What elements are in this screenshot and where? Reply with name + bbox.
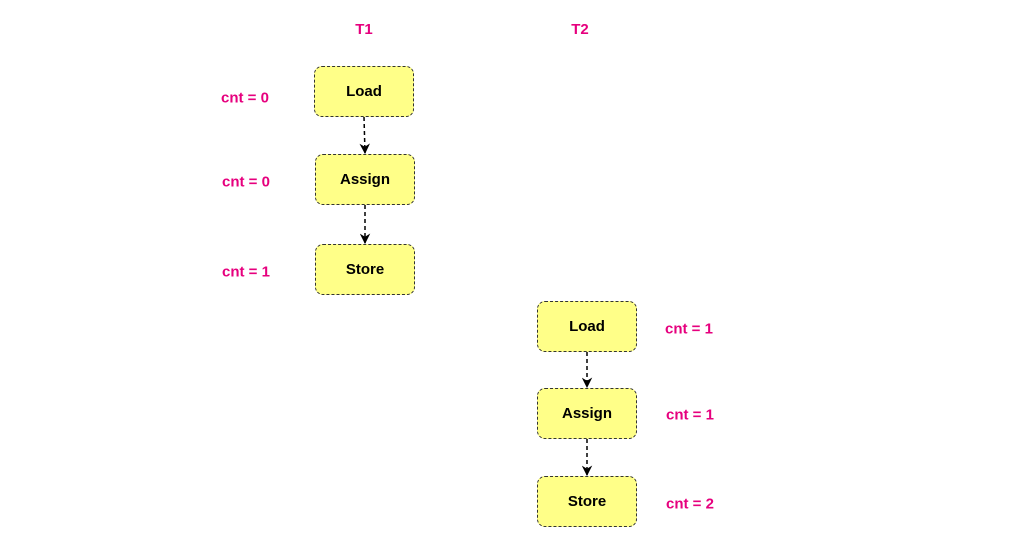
t2-store-value: cnt = 2 xyxy=(666,495,714,513)
t1-load-to-assign-edge xyxy=(359,116,370,155)
t1-store-node: Store xyxy=(315,244,415,295)
t1-assign-value: cnt = 0 xyxy=(222,173,270,191)
t2-assign-value: cnt = 1 xyxy=(666,406,714,424)
t2-store-node: Store xyxy=(537,476,637,527)
t1-assign-node: Assign xyxy=(315,154,415,205)
t1-load-value: cnt = 0 xyxy=(221,89,269,107)
thread-label-t2: T2 xyxy=(571,21,589,38)
t2-load-node: Load xyxy=(537,301,637,352)
t1-load-node: Load xyxy=(314,66,414,117)
thread-label-t1: T1 xyxy=(355,21,373,38)
t2-assign-node: Assign xyxy=(537,388,637,439)
t1-store-value: cnt = 1 xyxy=(222,263,270,281)
t2-load-value: cnt = 1 xyxy=(665,320,713,338)
